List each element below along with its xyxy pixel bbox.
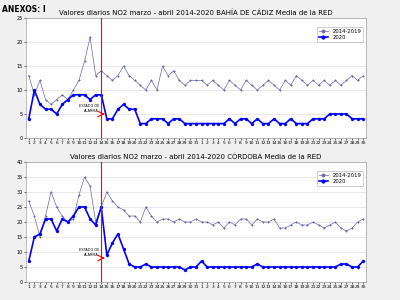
Text: ESTADO DE
ALARMA: ESTADO DE ALARMA xyxy=(79,248,99,257)
Legend: 2014-2019, 2020: 2014-2019, 2020 xyxy=(316,27,363,42)
Title: Valores diarios NO2 marzo - abril 2014-2020 BAHÍA DE CÁDIZ Media de la RED: Valores diarios NO2 marzo - abril 2014-2… xyxy=(59,10,333,16)
Title: Valores diarios NO2 marzo - abril 2014-2020 CÓRDOBA Media de la RED: Valores diarios NO2 marzo - abril 2014-2… xyxy=(70,154,322,160)
Text: ESTADO DE
ALARMA: ESTADO DE ALARMA xyxy=(79,104,99,113)
Text: ANEXOS: I: ANEXOS: I xyxy=(2,4,46,14)
Legend: 2014-2019, 2020: 2014-2019, 2020 xyxy=(316,171,363,186)
